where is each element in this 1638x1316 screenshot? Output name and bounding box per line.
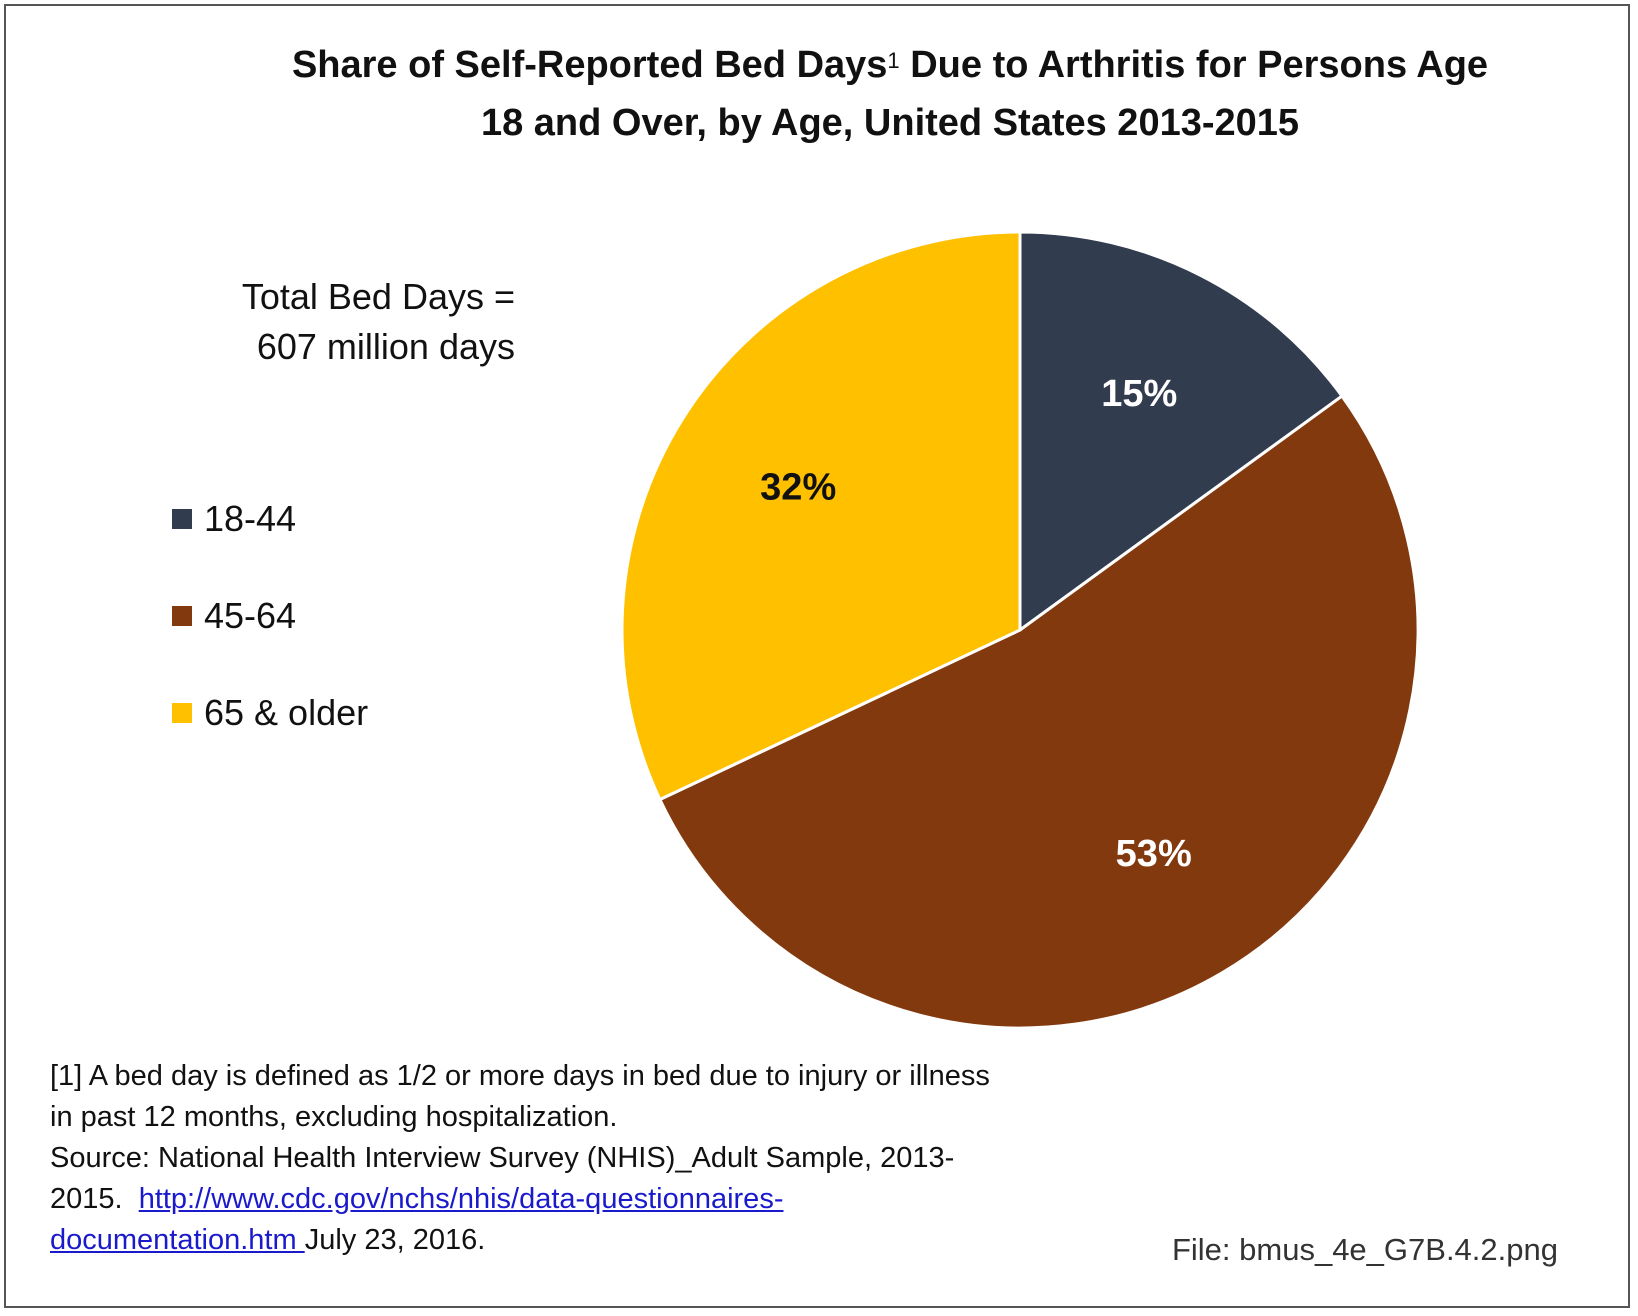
source-link-part-1[interactable]: http://www.cdc.gov/nchs/nhis/data-questi… <box>138 1183 784 1215</box>
legend-item: 45-64 <box>172 567 368 664</box>
pie-slice-18-44 <box>1018 230 1345 633</box>
legend-label: 18-44 <box>204 497 297 539</box>
legend-item: 65 & older <box>172 664 368 761</box>
title-line-1: Share of Self-Reported Bed Days1 Due to … <box>180 36 1600 94</box>
chart-title: Share of Self-Reported Bed Days1 Due to … <box>180 36 1600 152</box>
chart-frame <box>4 4 1630 1308</box>
legend-label: 65 & older <box>204 691 369 733</box>
source-link-part-2[interactable]: documentation.htm <box>50 1224 305 1256</box>
footnote-source-line: Source: National Health Interview Survey… <box>50 1142 955 1174</box>
footnote-year: 2015. <box>50 1183 139 1215</box>
legend-swatch <box>172 605 192 626</box>
legend-item: 18-44 <box>172 470 368 567</box>
title-text-a: Share of Self-Reported Bed Days <box>291 44 888 86</box>
slice-data-label: 15% <box>1101 373 1177 415</box>
footnote-link-line-2: documentation.htm July 23, 2016. <box>50 1220 1070 1261</box>
footnote-line-1: [1] A bed day is defined as 1/2 or more … <box>50 1060 990 1092</box>
footnote-link-line-1: 2015. http://www.cdc.gov/nchs/nhis/data-… <box>50 1179 1070 1220</box>
total-line-1: Total Bed Days = <box>241 276 515 317</box>
legend: 18-44 45-64 65 & older <box>172 470 368 761</box>
title-text-b: Due to Arthritis for Persons Age <box>899 44 1489 86</box>
legend-swatch <box>172 702 192 723</box>
total-line-2: 607 million days <box>256 326 515 367</box>
title-footnote-marker: 1 <box>887 48 900 73</box>
pie-slice-65-older <box>620 230 1022 802</box>
total-bed-days: Total Bed Days = 607 million days <box>170 272 515 372</box>
slice-data-label: 32% <box>760 466 836 508</box>
slice-data-label: 53% <box>1116 833 1192 875</box>
pie-slice-45-64 <box>657 393 1420 1030</box>
legend-label: 45-64 <box>204 594 297 636</box>
file-label: File: bmus_4e_G7B.4.2.png <box>1171 1232 1558 1267</box>
footnote-date: July 23, 2016. <box>304 1224 486 1256</box>
legend-swatch <box>172 508 192 529</box>
footnote-line-2: in past 12 months, excluding hospitaliza… <box>50 1101 618 1133</box>
title-line-2: 18 and Over, by Age, United States 2013-… <box>480 102 1300 144</box>
footnote: [1] A bed day is defined as 1/2 or more … <box>50 1056 1070 1261</box>
